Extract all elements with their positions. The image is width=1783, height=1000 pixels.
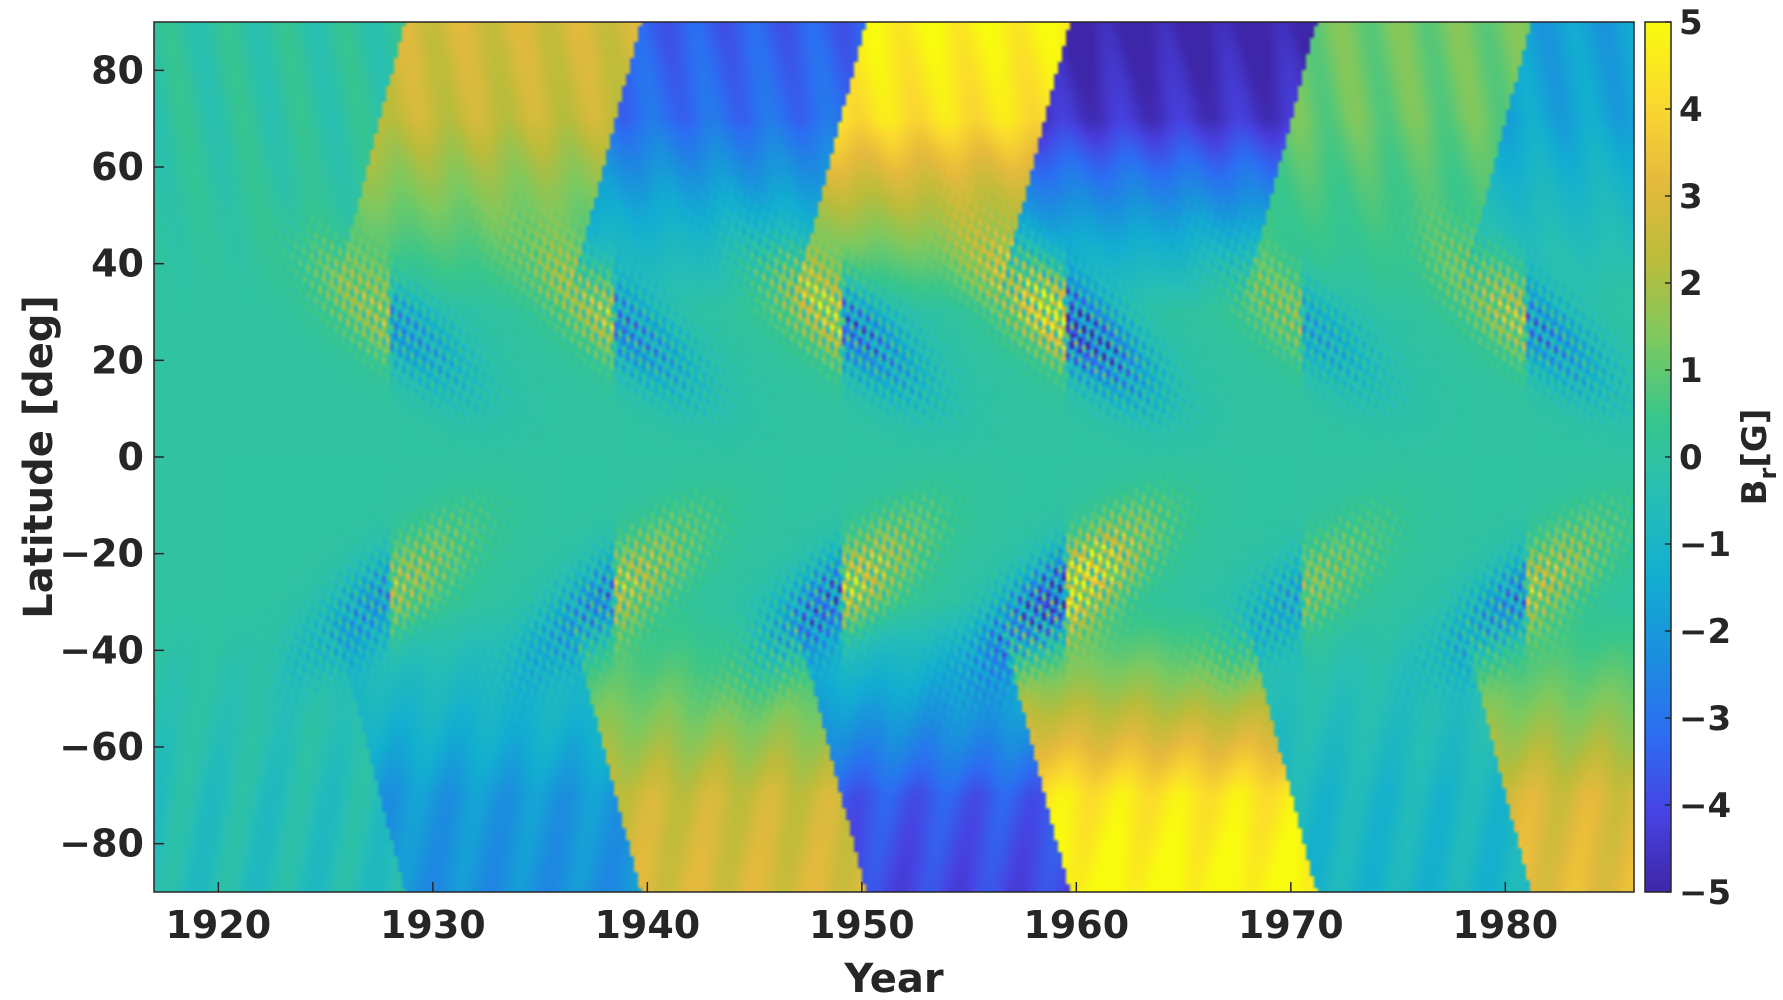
colorbar-title: Br[G] xyxy=(1735,409,1782,506)
plot-area xyxy=(154,22,1634,892)
colorbar-tick-label: −3 xyxy=(1679,699,1731,739)
y-tick-label: 20 xyxy=(91,338,144,382)
x-axis-title: Year xyxy=(843,956,943,1000)
y-tick-label: −80 xyxy=(59,822,144,866)
y-tick-label: 60 xyxy=(91,145,144,189)
colorbar-tick-label: −2 xyxy=(1679,612,1731,652)
heatmap-image xyxy=(154,22,1634,892)
colorbar-tick-label: 4 xyxy=(1679,90,1703,130)
y-tick-label: −60 xyxy=(59,725,144,769)
x-axis: 1920 1930 1940 1950 1960 1970 1980 xyxy=(165,882,1558,947)
colorbar: 5 4 3 2 1 0 −1 −2 −3 −4 −5 Br[G] xyxy=(1644,3,1782,913)
x-tick-label: 1960 xyxy=(1023,903,1129,947)
colorbar-tick-label: 0 xyxy=(1679,438,1703,478)
x-tick-label: 1980 xyxy=(1452,903,1558,947)
x-tick-label: 1930 xyxy=(380,903,486,947)
colorbar-tick-label: 1 xyxy=(1679,351,1703,391)
y-tick-label: 40 xyxy=(91,242,144,286)
colorbar-tick-label: −4 xyxy=(1679,786,1731,826)
colorbar-tick-label: −5 xyxy=(1679,873,1731,913)
x-tick-label: 1940 xyxy=(594,903,700,947)
colorbar-tick-label: 3 xyxy=(1679,177,1703,217)
plot-frame xyxy=(153,21,1635,893)
y-tick-label: −40 xyxy=(59,628,144,672)
x-tick-label: 1920 xyxy=(165,903,271,947)
colorbar-tick-label: 5 xyxy=(1679,3,1703,43)
x-tick-label: 1970 xyxy=(1238,903,1344,947)
colorbar-tick-label: 2 xyxy=(1679,264,1703,304)
x-tick-label: 1950 xyxy=(809,903,915,947)
y-tick-label: −20 xyxy=(59,532,144,576)
y-tick-label: 80 xyxy=(91,48,144,92)
y-axis: 80 60 40 20 0 −20 −40 −60 −80 xyxy=(59,21,1635,893)
y-axis-title: Latitude [deg] xyxy=(16,295,62,619)
colorbar-tick-label: −1 xyxy=(1679,525,1731,565)
y-tick-label: 0 xyxy=(118,435,144,479)
